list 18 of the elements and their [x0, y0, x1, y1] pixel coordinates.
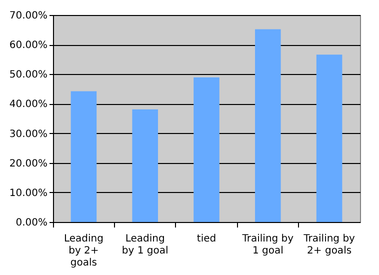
- y-tick-label: 50.00%: [9, 70, 48, 81]
- y-tick-label: 70.00%: [9, 10, 48, 22]
- bar: [70, 91, 97, 222]
- x-tick-label: Trailing by 2+ goals: [302, 234, 356, 256]
- bar: [316, 54, 342, 222]
- y-tick-label: 60.00%: [9, 40, 48, 52]
- y-tick-label: 30.00%: [9, 128, 48, 140]
- bar: [194, 77, 220, 222]
- x-tick-label: Trailing by 1 goal: [241, 234, 294, 256]
- y-tick-label: 10.00%: [9, 188, 48, 199]
- x-tick-label: Leading by 2+ goals: [64, 234, 104, 268]
- y-tick-label: 20.00%: [9, 158, 48, 170]
- x-tick-label: tied: [196, 234, 216, 244]
- bar: [132, 109, 158, 222]
- y-tick-label: 0.00%: [16, 218, 48, 228]
- x-tick-label: Leading by 1 goal: [122, 234, 168, 256]
- y-tick-label: 40.00%: [9, 99, 48, 110]
- bar: [255, 29, 281, 222]
